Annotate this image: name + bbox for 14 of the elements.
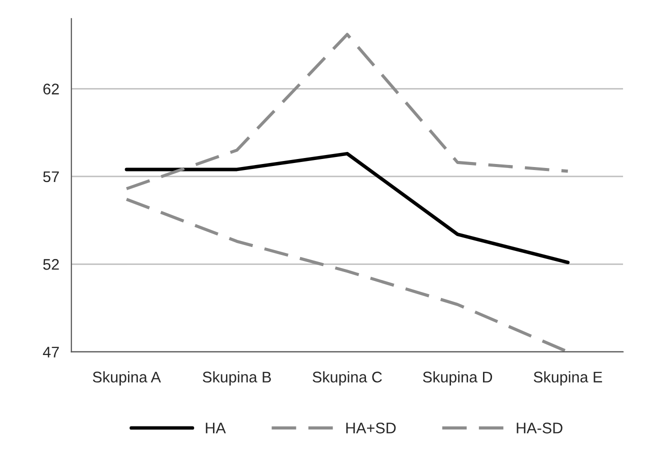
- x-tick-label: Skupina C: [312, 371, 382, 386]
- legend-label: HA: [206, 422, 226, 434]
- legend-label: HA+SD: [346, 422, 396, 434]
- y-tick-label: 57: [43, 171, 59, 182]
- line-series: [125, 32, 570, 190]
- line-series: [124, 152, 570, 264]
- x-tick-label: Skupina B: [202, 371, 271, 386]
- y-tick-label: 62: [43, 84, 59, 94]
- x-tick-label: Skupina E: [534, 371, 602, 386]
- x-tick-label: Skupina A: [92, 371, 161, 386]
- x-tick-label: Skupina D: [422, 371, 492, 386]
- y-tick-label: 47: [42, 346, 59, 358]
- y-tick-label: 52: [43, 259, 59, 270]
- legend-label: HA-SD: [516, 422, 562, 434]
